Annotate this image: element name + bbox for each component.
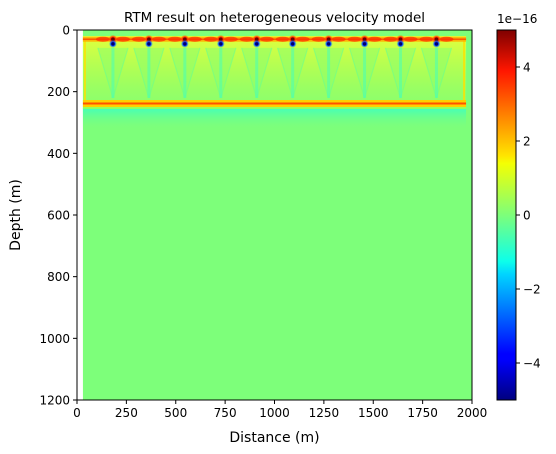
wavefront-edge-right [256, 47, 273, 99]
source-lobe-right [331, 36, 346, 42]
x-tick-label: 1500 [358, 406, 389, 420]
y-tick-label: 600 [47, 209, 70, 223]
wavefront-edge-left [241, 47, 258, 99]
wavefront-edge-left [312, 47, 330, 99]
source-negative-core [327, 42, 331, 46]
source-lobe-left [347, 36, 362, 42]
colorbar-ticks: −4 −2 0 2 4 [516, 61, 541, 371]
source-negative-core [398, 42, 403, 46]
x-axis-ticks: 0 250 500 750 1000 1250 1500 1750 2000 [73, 400, 487, 420]
wavefront-edge-left [205, 47, 222, 99]
wavefront-edge-left [420, 47, 438, 99]
source-lobe-left [311, 36, 326, 42]
wavefront-edge-left [133, 47, 150, 99]
x-tick-label: 500 [164, 406, 187, 420]
y-tick-label: 200 [47, 85, 70, 99]
direct-wave-core [82, 38, 467, 41]
source-negative-core [362, 42, 367, 46]
plot-area [77, 30, 472, 400]
wavefront-edge-left [384, 47, 402, 99]
colorbar-scale-label: 1e−16 [497, 12, 537, 26]
colorbar-tick-label: 4 [523, 61, 531, 75]
source-lobe-left [95, 36, 110, 42]
source-lobe-right [439, 36, 454, 42]
source-lobe-right [403, 36, 418, 42]
colorbar-tick-label: −4 [523, 357, 541, 371]
source-lobe-right [259, 36, 274, 42]
source-lobe-right [295, 36, 310, 42]
y-tick-label: 800 [47, 270, 70, 284]
wavefront-edge-right [112, 47, 129, 99]
source-lobe-left [167, 36, 182, 42]
source-negative-core [255, 42, 259, 46]
source-lobe-left [419, 36, 434, 42]
y-tick-label: 1200 [39, 394, 70, 408]
reflector-lower-line [82, 104, 467, 107]
source-artifacts [82, 34, 467, 48]
y-axis-ticks: 0 200 400 600 800 1000 1200 [39, 24, 77, 408]
wavefront-edge-right [328, 47, 345, 99]
source-negative-core [183, 42, 187, 46]
x-tick-label: 0 [73, 406, 81, 420]
chart-title: RTM result on heterogeneous velocity mod… [124, 10, 425, 26]
source-negative-core [291, 42, 295, 46]
x-tick-label: 1000 [259, 406, 290, 420]
reflector-core-line [82, 102, 467, 105]
x-tick-label: 1250 [309, 406, 340, 420]
reflector-upper-line [82, 100, 467, 103]
source-lobe-left [239, 36, 254, 42]
wavefront-edge-right [363, 47, 381, 99]
source-negative-core [111, 42, 115, 46]
y-tick-label: 400 [47, 147, 70, 161]
source-lobe-left [131, 36, 146, 42]
source-lobe-right [367, 36, 382, 42]
source-negative-core [219, 42, 223, 46]
wavefront-edge-left [348, 47, 366, 99]
x-tick-label: 2000 [457, 406, 488, 420]
y-axis-label: Depth (m) [8, 179, 24, 251]
source-lobe-right [151, 36, 166, 42]
wavefront-edge-right [184, 47, 201, 99]
wavefront-pattern [83, 40, 466, 104]
source-lobe-left [203, 36, 218, 42]
source-lobe-left [383, 36, 398, 42]
source-negative-core [147, 42, 151, 46]
x-tick-label: 250 [115, 406, 138, 420]
below-reflector-fade [82, 108, 467, 130]
x-tick-label: 1750 [407, 406, 438, 420]
wavefront-edge-left [97, 47, 114, 99]
reflector-halo [82, 107, 467, 109]
x-tick-label: 750 [214, 406, 237, 420]
wavefront-edge-left [276, 47, 294, 99]
colorbar-tick-label: 0 [523, 209, 531, 223]
colorbar [496, 29, 517, 401]
y-tick-label: 1000 [39, 332, 70, 346]
colorbar-tick-label: 2 [523, 135, 531, 149]
wavefront-edge-right [220, 47, 237, 99]
source-lobe-left [275, 36, 290, 42]
source-negative-core [434, 42, 439, 46]
wavefront-edge-right [399, 47, 417, 99]
wavefront-edge-left [169, 47, 186, 99]
colorbar-tick-label: −2 [523, 283, 541, 297]
source-lobe-right [187, 36, 202, 42]
reflector-band [82, 100, 467, 109]
source-lobe-right [223, 36, 238, 42]
source-lobe-right [115, 36, 130, 42]
wavefront-edge-right [435, 47, 453, 99]
wavefront-edge-right [148, 47, 165, 99]
x-axis-label: Distance (m) [229, 430, 319, 446]
wavefront-edge-right [292, 47, 309, 99]
y-tick-label: 0 [62, 24, 70, 38]
